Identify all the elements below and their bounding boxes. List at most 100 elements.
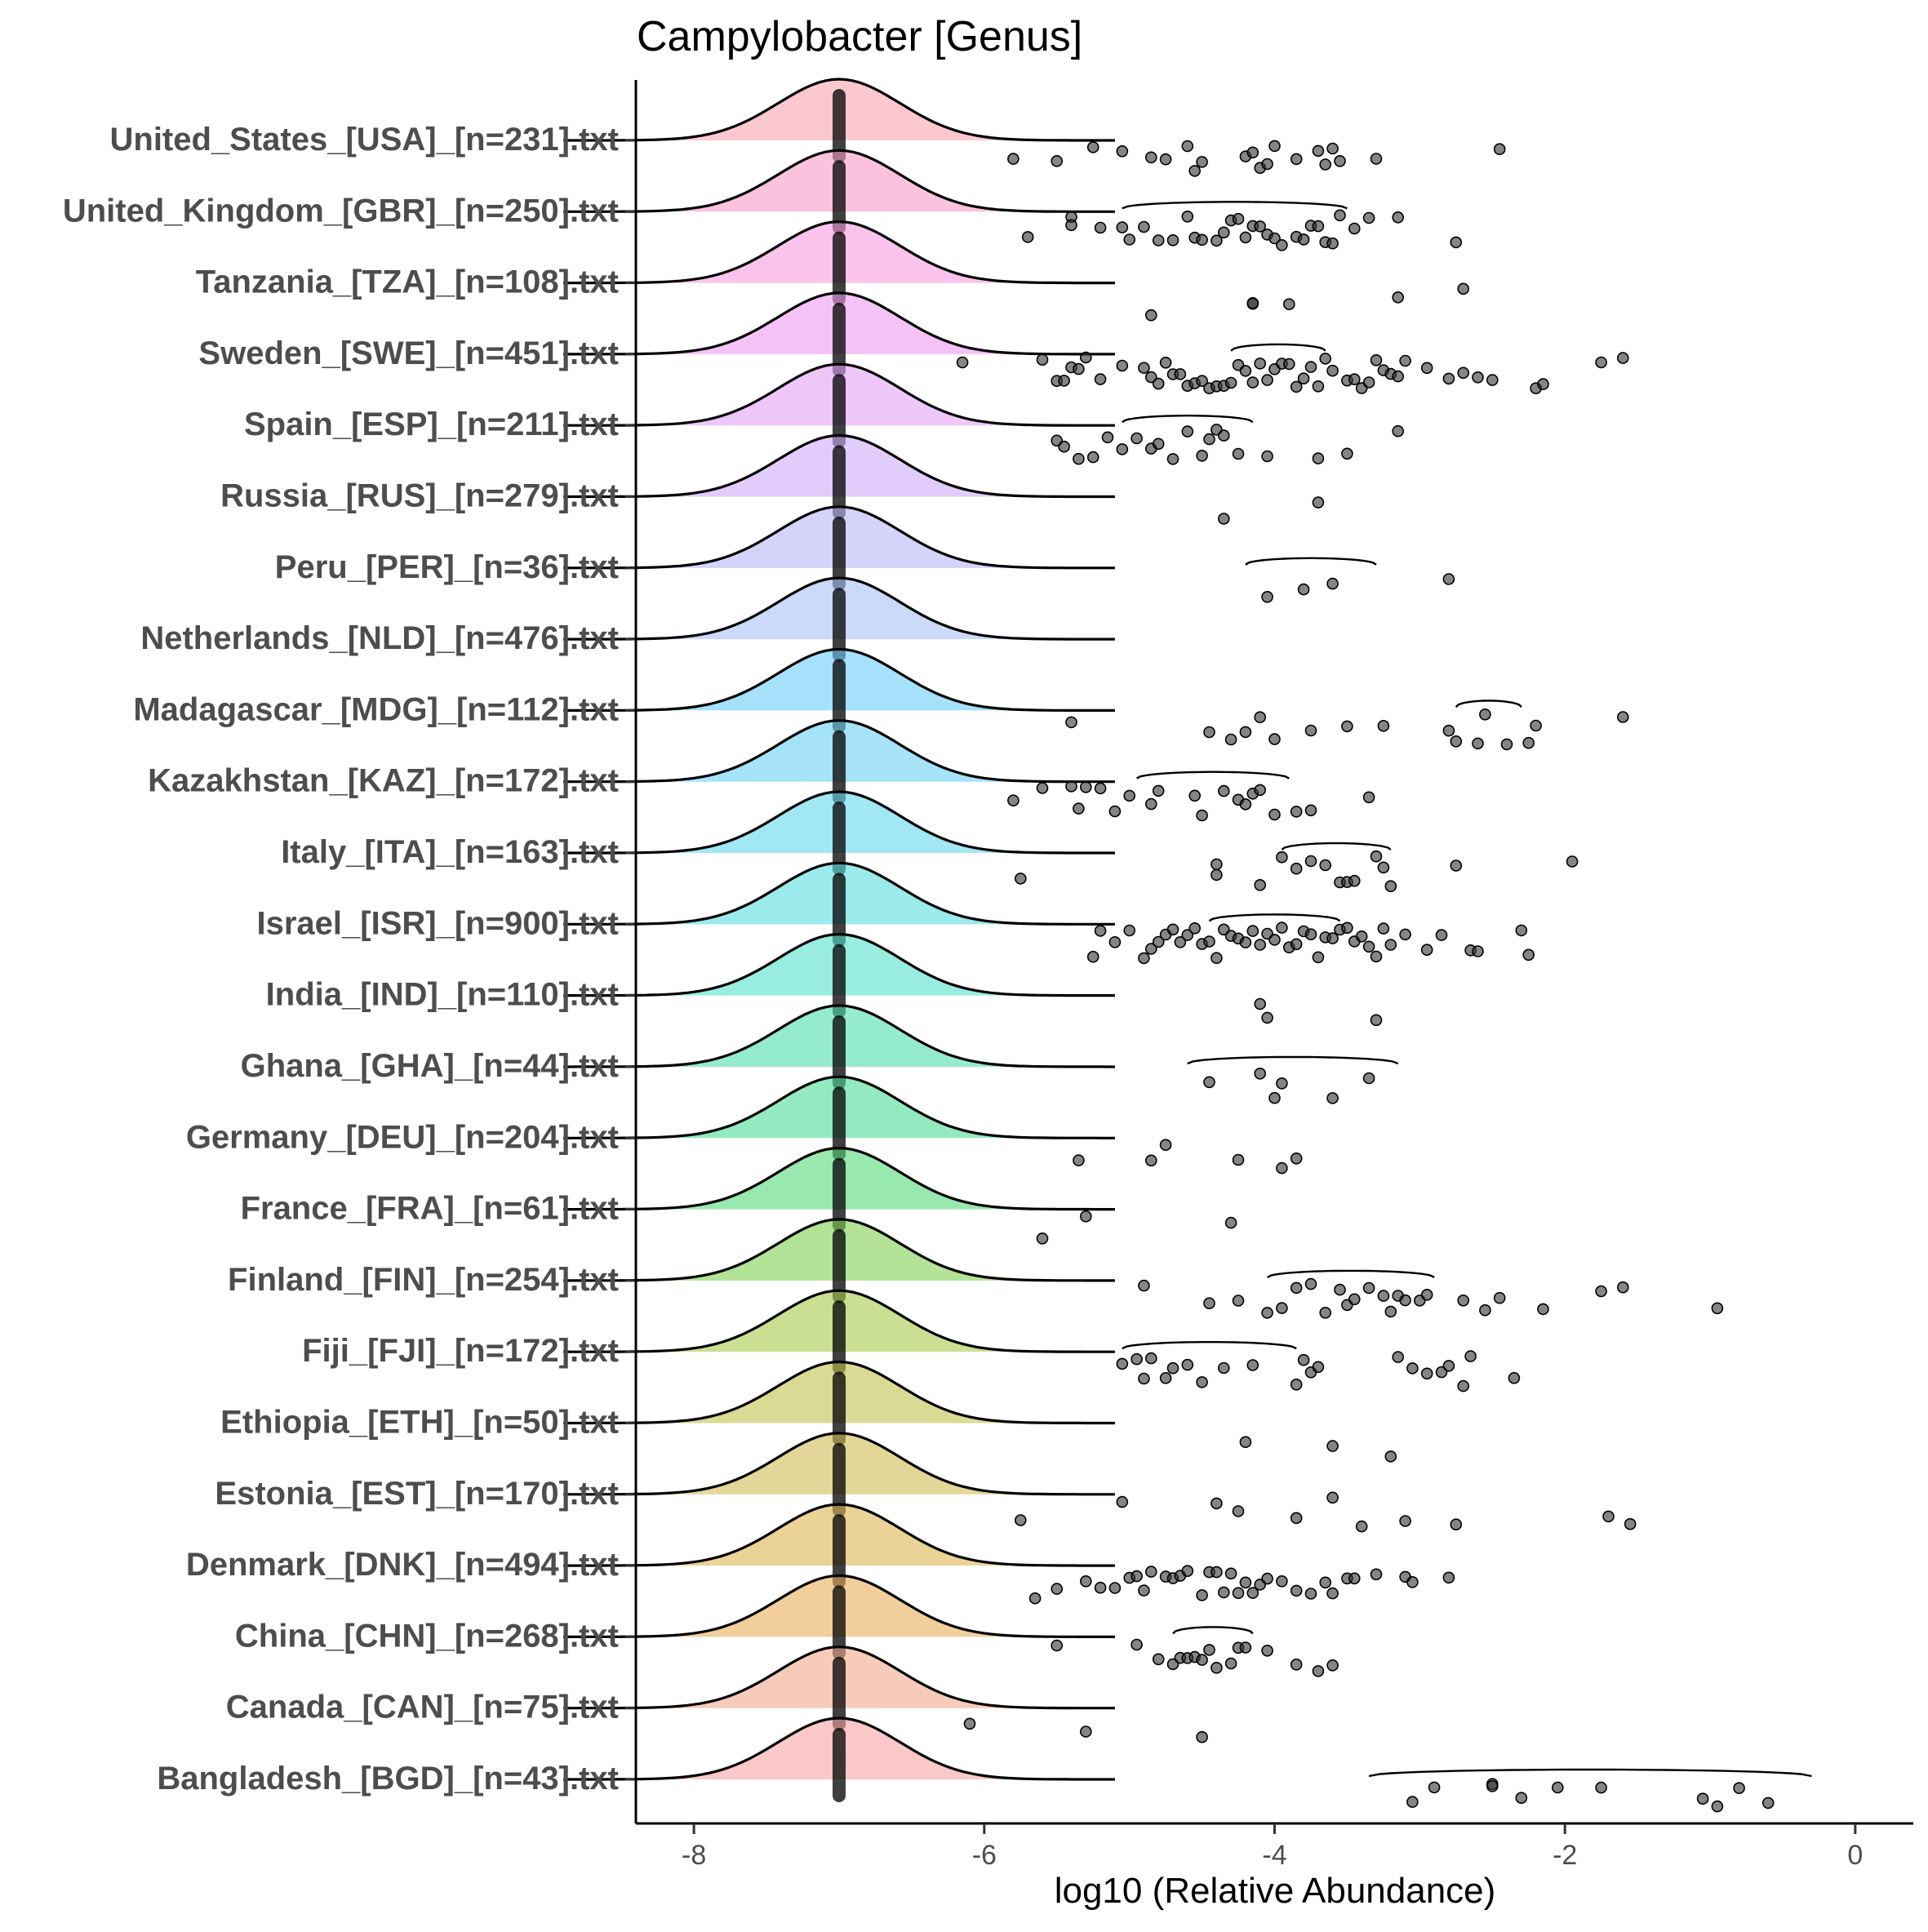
point-kazakhstan-kaz-n-172-8 [1145,797,1157,811]
point-united-kingdom-gbr-n-250-4 [1116,221,1129,233]
y-label-canada-can-n-75: Canada_[CAN]_[n=75].txt [226,1690,619,1725]
point-united-kingdom-gbr-n-250-15 [1232,212,1245,225]
ridge-outline-sweden-swe-n-451 [563,291,1115,356]
point-bangladesh-bgd-n-43-0 [1406,1796,1419,1808]
ridges-layer [563,78,1812,1802]
point-kazakhstan-kaz-n-172-19 [1304,804,1317,817]
point-germany-deu-n-204-5 [1290,1153,1303,1165]
point-ethiopia-eth-n-50-2 [1384,1450,1397,1463]
point-finland-fin-n-254-0 [1138,1279,1150,1292]
point-israel-isr-n-900-10 [1181,929,1194,941]
point-united-kingdom-gbr-n-250-6 [1138,220,1150,233]
point-kazakhstan-kaz-n-172-12 [1218,784,1230,797]
point-china-chn-n-268-1 [1131,1638,1143,1651]
y-label-france-fra-n-61: France_[FRA]_[n=61].txt [241,1191,619,1227]
point-denmark-dnk-n-494-33 [1442,1571,1455,1584]
point-russia-rus-n-279-1 [1312,496,1325,509]
ridge-denmark-dnk-n-494 [563,1503,1115,1589]
point-denmark-dnk-n-494-20 [1246,1587,1259,1599]
point-madagascar-mdg-n-112-7 [1341,720,1353,733]
point-fiji-fji-n-172-19 [1457,1379,1469,1392]
point-kazakhstan-kaz-n-172-11 [1196,809,1208,822]
point-italy-ita-n-163-2 [1211,858,1223,871]
point-united-kingdom-gbr-n-250-30 [1362,211,1375,224]
point-finland-fin-n-254-5 [1290,1281,1303,1295]
point-united-kingdom-gbr-n-250-28 [1334,209,1346,222]
point-finland-fin-n-254-10 [1348,1293,1361,1306]
chart-title: Campylobacter [Genus] [637,13,1082,60]
point-israel-isr-n-900-36 [1370,950,1383,963]
point-united-kingdom-gbr-n-250-5 [1123,233,1135,246]
point-israel-isr-n-900-3 [1123,924,1135,937]
point-fiji-fji-n-172-4 [1159,1372,1172,1384]
point-china-chn-n-268-15 [1312,1665,1325,1677]
point-denmark-dnk-n-494-2 [1080,1575,1092,1588]
point-finland-fin-n-254-20 [1493,1291,1506,1304]
point-canada-can-n-75-2 [1196,1730,1208,1743]
point-china-chn-n-268-2 [1152,1653,1165,1666]
point-united-kingdom-gbr-n-250-18 [1254,220,1266,233]
point-italy-ita-n-163-12 [1377,861,1390,874]
point-sweden-swe-n-451-25 [1254,358,1266,370]
point-united-states-usa-n-231-5 [1159,153,1172,166]
point-denmark-dnk-n-494-17 [1224,1567,1237,1580]
ridge-outline-finland-fin-n-254 [563,1218,1115,1282]
point-canada-can-n-75-0 [963,1717,976,1730]
point-spain-esp-n-211-16 [1261,450,1273,463]
point-united-states-usa-n-231-16 [1319,158,1331,171]
point-madagascar-mdg-n-112-6 [1304,724,1317,737]
point-kazakhstan-kaz-n-172-5 [1094,782,1107,795]
point-madagascar-mdg-n-112-2 [1224,733,1237,746]
point-united-kingdom-gbr-n-250-8 [1166,233,1179,246]
point-denmark-dnk-n-494-3 [1094,1581,1107,1594]
point-israel-isr-n-900-39 [1399,928,1411,941]
ridge-kazakhstan-kaz-n-172 [563,719,1290,805]
point-fiji-fji-n-172-18 [1442,1360,1455,1372]
point-israel-isr-n-900-8 [1166,923,1179,936]
point-israel-isr-n-900-22 [1268,934,1281,946]
point-denmark-dnk-n-494-29 [1348,1572,1361,1585]
point-spain-esp-n-211-1 [1058,440,1070,453]
y-label-ghana-gha-n-44: Ghana_[GHA]_[n=44].txt [241,1048,619,1084]
point-italy-ita-n-163-10 [1348,874,1361,887]
point-israel-isr-n-900-5 [1145,943,1157,955]
y-label-finland-fin-n-254: Finland_[FIN]_[n=254].txt [228,1262,619,1298]
observed-density-united-kingdom-gbr-n-250 [1122,201,1348,210]
point-israel-isr-n-900-23 [1276,922,1288,934]
point-ethiopia-eth-n-50-1 [1326,1440,1339,1452]
point-china-chn-n-268-12 [1239,1641,1252,1654]
point-united-states-usa-n-231-12 [1261,158,1273,171]
point-finland-fin-n-254-1 [1203,1297,1215,1309]
point-china-chn-n-268-14 [1290,1659,1303,1671]
observed-density-kazakhstan-kaz-n-172 [1136,771,1290,779]
point-fiji-fji-n-172-16 [1420,1367,1433,1380]
point-italy-ita-n-163-7 [1319,859,1331,872]
point-tanzania-tza-n-108-5 [1457,282,1469,295]
point-sweden-swe-n-451-12 [1159,356,1172,369]
ridge-outline-united-states-usa-n-231 [563,78,1115,142]
point-ghana-gha-n-44-1 [1254,1068,1266,1080]
observed-density-china-chn-n-268 [1172,1626,1254,1635]
point-israel-isr-n-900-4 [1138,952,1150,965]
ridge-netherlands-nld-n-476 [563,576,1115,663]
point-israel-isr-n-900-38 [1384,939,1397,951]
y-label-united-states-usa-n-231: United_States_[USA]_[n=231].txt [110,122,620,158]
point-ghana-gha-n-44-5 [1362,1072,1375,1085]
ridge-bangladesh-bgd-n-43 [563,1717,1812,1802]
y-label-ethiopia-eth-n-50: Ethiopia_[ETH]_[n=50].txt [220,1404,619,1440]
point-sweden-swe-n-451-7 [1094,373,1107,385]
point-china-chn-n-268-8 [1203,1644,1215,1656]
point-spain-esp-n-211-2 [1073,452,1085,465]
point-israel-isr-n-900-28 [1312,951,1325,964]
point-germany-deu-n-204-4 [1276,1161,1288,1175]
point-finland-fin-n-254-21 [1537,1303,1549,1316]
ridge-peru-per-n-36 [563,505,1377,591]
point-india-ind-n-110-1 [1261,1011,1273,1024]
point-denmark-dnk-n-494-26 [1319,1576,1331,1589]
ridge-outline-china-chn-n-268 [563,1574,1115,1638]
y-label-estonia-est-n-170: Estonia_[EST]_[n=170].txt [215,1476,619,1512]
point-israel-isr-n-900-35 [1362,940,1375,953]
x-axis-label: log10 (Relative Abundance) [1055,1871,1496,1911]
